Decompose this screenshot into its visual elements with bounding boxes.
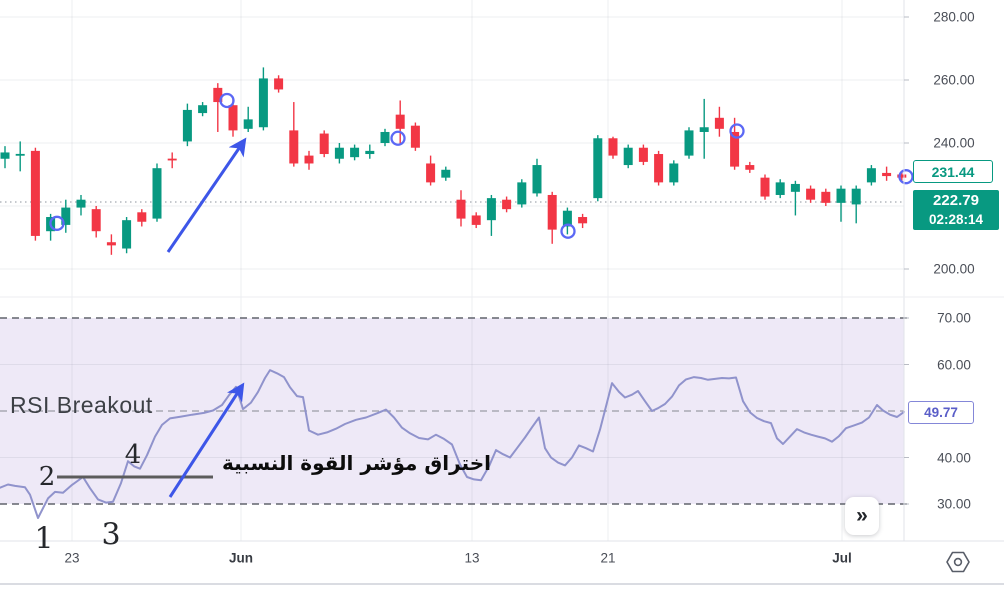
rsi-breakout-label: RSI Breakout	[10, 392, 153, 418]
candle-body	[836, 188, 846, 203]
candle-body	[532, 165, 542, 194]
candle-body	[714, 117, 724, 129]
signal-circle-icon	[49, 215, 65, 231]
scroll-to-latest-button[interactable]: »	[845, 497, 879, 535]
rsi-line	[0, 369, 905, 519]
candle-body	[790, 183, 800, 192]
candle-body	[289, 130, 299, 164]
candle-body	[182, 109, 192, 142]
gear-hexagon	[946, 551, 970, 573]
last-price-badge: 222.79 02:28:14	[913, 190, 999, 230]
signal-circle-icon	[390, 130, 406, 146]
candle-body	[730, 131, 740, 167]
candle-body	[851, 188, 861, 205]
candle-body	[258, 78, 268, 128]
candle-body	[502, 199, 512, 210]
signal-circle-icon	[729, 123, 745, 139]
candle-body	[578, 217, 588, 224]
rsi-value-badge: 49.77	[908, 401, 974, 424]
candle-body	[760, 177, 770, 197]
candle-body	[61, 207, 71, 225]
candle-body	[699, 127, 709, 132]
candle-body	[593, 138, 603, 199]
annotation-arrow	[168, 382, 245, 498]
signal-circle-icon	[560, 223, 576, 239]
candle-body	[350, 147, 360, 158]
candle-body	[319, 133, 329, 155]
candle-body	[152, 168, 162, 219]
price-scale[interactable]	[904, 0, 1004, 541]
candle-body	[654, 154, 664, 183]
last-price-value: 222.79	[933, 192, 979, 210]
candle-body	[137, 212, 147, 222]
candle-body	[866, 168, 876, 183]
candle-body	[806, 188, 816, 200]
candle-body	[0, 152, 10, 159]
candle-body	[106, 242, 116, 246]
candle-body	[30, 150, 40, 236]
candle-body	[684, 130, 694, 156]
time-scale[interactable]	[0, 541, 1004, 590]
candle-body	[882, 172, 892, 177]
candle-body	[897, 174, 907, 178]
candle-body	[198, 105, 208, 114]
price-alert-badge: 231.44	[913, 160, 993, 183]
candle-body	[91, 209, 101, 232]
candle-body	[274, 78, 284, 90]
candle-body	[76, 199, 86, 208]
candle-body	[745, 165, 755, 170]
candle-body	[122, 220, 132, 249]
candle-body	[213, 87, 223, 103]
candle-body	[775, 182, 785, 195]
candle-body	[243, 119, 253, 129]
gear-icon[interactable]	[944, 548, 972, 576]
candle-body	[486, 198, 496, 221]
candle-body	[441, 169, 451, 178]
arabic-annotation-label: اختراق مؤشر القوة النسبية	[222, 451, 491, 475]
gear-center-dot	[953, 557, 963, 567]
candle-body	[638, 147, 648, 162]
candle-body	[456, 199, 466, 219]
candle-body	[334, 147, 344, 159]
signal-circle-icon	[898, 169, 914, 185]
candle-body	[365, 150, 375, 155]
candle-body	[15, 153, 25, 156]
candle-body	[471, 215, 481, 225]
candle-body	[608, 138, 618, 156]
candle-body	[562, 210, 572, 227]
candle-body	[380, 131, 390, 143]
annotation-arrow	[166, 137, 247, 253]
candle-body	[426, 163, 436, 183]
candle-body	[228, 105, 238, 131]
candle-body	[623, 147, 633, 166]
candle-body	[395, 114, 405, 129]
bar-countdown: 02:28:14	[928, 211, 984, 227]
candle-body	[821, 191, 831, 203]
signal-circle-icon	[219, 92, 235, 109]
candle-body	[167, 158, 177, 161]
candle-body	[410, 125, 420, 148]
candle-body	[669, 163, 679, 183]
candle-body	[517, 182, 527, 205]
candle-body	[547, 194, 557, 230]
candle-body	[304, 155, 314, 164]
